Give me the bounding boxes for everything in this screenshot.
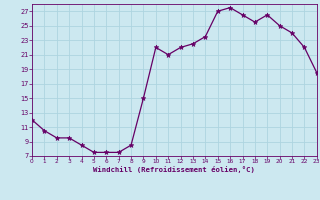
X-axis label: Windchill (Refroidissement éolien,°C): Windchill (Refroidissement éolien,°C) <box>93 166 255 173</box>
